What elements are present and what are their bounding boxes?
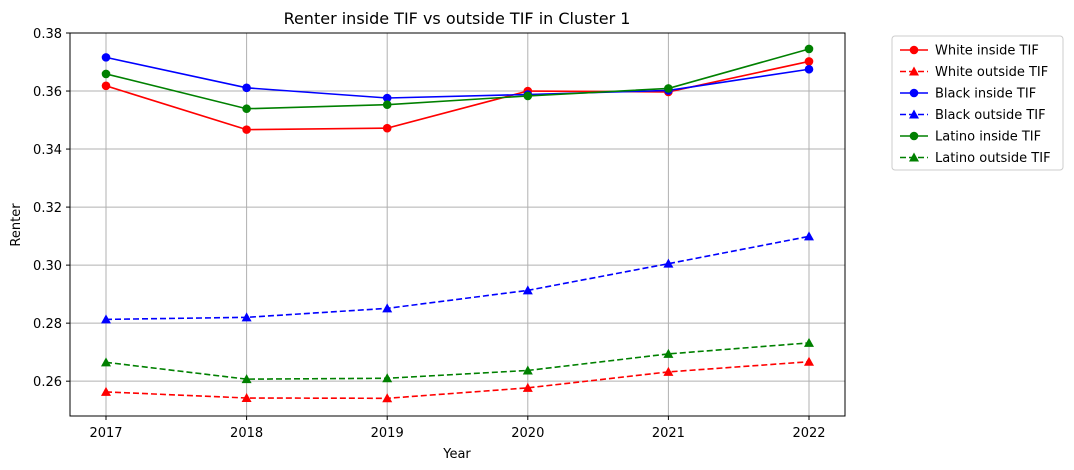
data-point-triangle (663, 366, 674, 376)
data-point-triangle (382, 393, 393, 403)
data-point-triangle (804, 231, 814, 241)
data-point-triangle (101, 314, 111, 324)
data-point-triangle (909, 152, 919, 162)
y-tick-label: 0.36 (33, 85, 62, 100)
data-point-triangle (382, 373, 393, 383)
legend-label: White outside TIF (935, 65, 1048, 80)
legend-box (891, 35, 1064, 171)
grid (70, 32, 845, 416)
series-line (105, 342, 810, 380)
legend-item: White inside TIF (900, 44, 1039, 59)
series-line (105, 56, 810, 99)
legend-item: White outside TIF (900, 65, 1048, 80)
data-point-triangle (241, 393, 252, 403)
plot-frame (69, 32, 846, 417)
data-point-circle (101, 81, 111, 91)
data-point-circle (382, 93, 392, 103)
series-line (105, 360, 810, 400)
series-line (105, 235, 810, 321)
data-point-circle (909, 88, 919, 98)
data-point-circle (664, 84, 673, 93)
series-line (105, 48, 810, 110)
data-point-circle (909, 131, 919, 141)
data-point-circle (804, 64, 814, 74)
series-latino-inside-tif (101, 44, 814, 114)
data-point-triangle (101, 357, 111, 367)
data-point-triangle (522, 382, 533, 392)
x-tick-label: 2018 (230, 426, 263, 441)
y-tick-label: 0.26 (33, 375, 62, 390)
y-axis: 0.26 0.28 0.30 0.32 0.34 0.36 0.38 (33, 27, 70, 390)
legend-item: Latino outside TIF (900, 151, 1051, 166)
y-tick-label: 0.34 (33, 143, 62, 158)
data-point-circle (523, 91, 533, 101)
y-tick-label: 0.38 (33, 27, 62, 42)
y-tick-label: 0.28 (33, 317, 62, 332)
data-point-triangle (909, 66, 919, 76)
data-point-circle (101, 69, 111, 79)
data-point-triangle (522, 285, 533, 295)
x-tick-label: 2020 (511, 426, 544, 441)
legend-item: Latino inside TIF (900, 130, 1041, 145)
legend-item: Black inside TIF (900, 87, 1036, 102)
data-point-circle (382, 100, 392, 109)
series-black-outside-tif (101, 231, 814, 324)
x-tick-label: 2019 (371, 426, 404, 441)
series-latino-outside-tif (101, 337, 814, 384)
x-tick-label: 2022 (792, 426, 825, 441)
y-tick-label: 0.30 (33, 259, 62, 274)
data-point-circle (909, 45, 919, 55)
legend-label: Latino inside TIF (935, 130, 1041, 145)
x-tick-label: 2021 (652, 426, 685, 441)
y-tick-label: 0.32 (33, 201, 62, 216)
series-layer (101, 44, 814, 403)
data-point-circle (804, 44, 814, 54)
legend: White inside TIF White outside TIF Black i… (891, 35, 1064, 171)
legend-label: Latino outside TIF (935, 151, 1051, 166)
data-point-triangle (382, 303, 393, 313)
y-axis-label: Renter (9, 203, 24, 247)
chart-title: Renter inside TIF vs outside TIF in Clus… (284, 9, 631, 28)
legend-label: White inside TIF (935, 44, 1039, 59)
x-axis-label: Year (442, 447, 471, 462)
data-point-triangle (804, 337, 814, 347)
data-point-circle (242, 104, 251, 114)
legend-label: Black outside TIF (935, 108, 1046, 123)
data-point-triangle (522, 365, 533, 375)
x-axis: 2017 2018 2019 2020 2021 2022 (89, 416, 826, 441)
data-point-triangle (101, 386, 111, 396)
data-point-triangle (663, 258, 674, 268)
data-point-triangle (241, 374, 252, 384)
x-tick-label: 2017 (89, 426, 122, 441)
legend-label: Black inside TIF (935, 87, 1036, 102)
data-point-triangle (663, 348, 674, 358)
data-point-circle (804, 57, 814, 66)
series-white-outside-tif (101, 356, 814, 403)
data-point-triangle (241, 312, 252, 322)
data-point-circle (101, 53, 111, 62)
data-point-triangle (909, 109, 919, 119)
data-point-circle (242, 83, 251, 93)
data-point-circle (242, 125, 251, 134)
legend-item: Black outside TIF (900, 108, 1046, 123)
data-point-triangle (804, 356, 814, 366)
data-point-circle (382, 123, 392, 133)
